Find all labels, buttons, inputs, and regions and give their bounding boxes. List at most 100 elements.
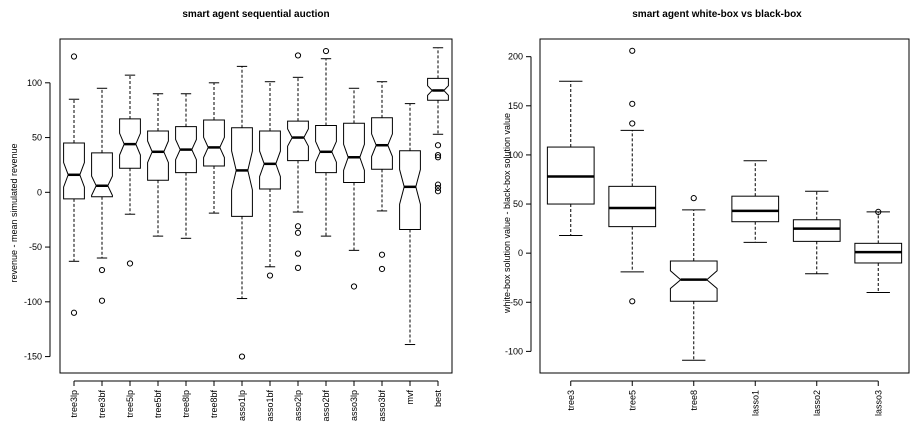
outlier-point xyxy=(350,283,358,290)
box-body xyxy=(669,260,718,302)
y-tick-label: -150 xyxy=(24,352,42,362)
box-body xyxy=(63,142,85,200)
y-tick-label: 200 xyxy=(508,52,523,62)
box-tree5 xyxy=(608,47,657,305)
box-tree5lp xyxy=(119,74,141,267)
outlier-point xyxy=(294,229,302,236)
x-tick-label: tree8lp xyxy=(181,390,191,418)
y-tick-label: 50 xyxy=(513,199,523,209)
outlier-point xyxy=(266,272,274,279)
outlier-point xyxy=(434,181,442,188)
outlier-point xyxy=(98,297,106,304)
outlier-point xyxy=(294,52,302,59)
plot-frame xyxy=(539,38,910,374)
outlier-point xyxy=(322,47,330,55)
y-tick-label: 150 xyxy=(508,101,523,111)
outlier-point xyxy=(629,120,636,127)
outlier-point xyxy=(238,353,246,360)
chart-title: smart agent white-box vs black-box xyxy=(632,9,802,20)
x-tick-label: asso2lp xyxy=(293,390,303,421)
outlier-point xyxy=(434,188,442,195)
y-tick-label: -50 xyxy=(510,297,523,307)
box-best xyxy=(427,47,449,195)
outlier-point xyxy=(629,47,636,54)
x-tick-label: lasso3 xyxy=(873,390,883,416)
outlier-point xyxy=(629,100,636,107)
outlier-point xyxy=(126,260,134,267)
plot-frame xyxy=(59,38,453,374)
box-body xyxy=(315,125,337,174)
box-asso3lp xyxy=(343,87,365,290)
outlier-point xyxy=(378,265,386,273)
box-body xyxy=(399,150,421,230)
box-body xyxy=(203,119,225,167)
y-tick-label: 0 xyxy=(37,187,42,197)
plot-area: -150 -100 -50 0 50 100 tree3lp tree3bf tree5lp tr… xyxy=(24,47,449,422)
outlier-point xyxy=(378,251,386,258)
outlier-point xyxy=(875,208,882,215)
box-asso2lp xyxy=(287,52,309,271)
box-body xyxy=(287,120,309,162)
x-tick-label: asso3lp xyxy=(349,390,359,421)
y-tick-label: -50 xyxy=(29,242,42,252)
outlier-point xyxy=(434,151,442,159)
y-tick-label: 0 xyxy=(518,248,523,258)
box-asso1lp xyxy=(231,65,253,360)
plot-area: -100 -50 0 50 100 150 200 tree3 tree5 tree8 lasso1… xyxy=(505,47,903,416)
outlier-point xyxy=(434,154,442,161)
box-mvf xyxy=(399,103,421,346)
y-axis-label: white-box solution value - black-box sol… xyxy=(502,113,512,314)
outlier-point xyxy=(70,309,78,316)
box-body xyxy=(231,127,253,217)
outlier-point xyxy=(294,250,302,257)
box-body xyxy=(259,130,281,190)
chart-sequential-auction: smart agent sequential auction revenue -… xyxy=(9,9,453,422)
x-tick-label: tree5 xyxy=(627,390,637,411)
outlier-point xyxy=(294,223,302,230)
chart-white-vs-black-box: smart agent white-box vs black-box white… xyxy=(502,9,910,416)
box-body xyxy=(371,117,393,170)
box-tree3 xyxy=(546,80,595,236)
x-tick-label: asso1lp xyxy=(237,390,247,421)
chart-title: smart agent sequential auction xyxy=(182,9,329,20)
outlier-point xyxy=(70,53,78,60)
box-tree8lp xyxy=(175,93,197,239)
box-body xyxy=(147,130,169,181)
y-tick-label: -100 xyxy=(505,346,523,356)
box-asso1bf xyxy=(259,81,281,279)
x-tick-label: tree3 xyxy=(566,390,576,411)
box-tree5bf xyxy=(147,93,169,237)
x-tick-label: tree3lp xyxy=(69,390,79,418)
y-tick-label: 50 xyxy=(32,133,42,143)
outlier-point xyxy=(434,142,442,149)
x-tick-label: tree8bf xyxy=(209,390,219,419)
x-tick-label: asso3bf xyxy=(377,390,387,422)
box-tree3lp xyxy=(63,53,85,316)
box-body xyxy=(91,152,113,198)
box-tree3bf xyxy=(91,87,113,304)
box-asso2bf xyxy=(315,47,337,237)
x-tick-label: lasso2 xyxy=(812,390,822,416)
box-body xyxy=(343,122,365,183)
y-tick-label: 100 xyxy=(508,150,523,160)
outlier-point xyxy=(690,195,697,202)
x-tick-label: asso2bf xyxy=(321,390,331,422)
x-tick-label: mvf xyxy=(405,390,415,405)
y-axis-label: revenue - mean simulated revenue xyxy=(9,143,19,282)
box-lasso1 xyxy=(731,160,780,243)
x-tick-label: tree5lp xyxy=(125,390,135,418)
x-tick-label: tree3bf xyxy=(97,390,107,419)
x-tick-label: tree5bf xyxy=(153,390,163,419)
outlier-point xyxy=(434,184,442,192)
box-lasso3 xyxy=(854,208,903,293)
y-tick-label: -100 xyxy=(24,297,42,307)
y-tick-label: 100 xyxy=(27,78,42,88)
box-tree8 xyxy=(669,195,718,361)
box-tree8bf xyxy=(203,82,225,214)
box-body xyxy=(792,219,841,242)
box-body xyxy=(608,185,657,228)
x-tick-label: tree8 xyxy=(689,390,699,411)
box-body xyxy=(731,195,780,223)
box-asso3bf xyxy=(371,81,393,273)
